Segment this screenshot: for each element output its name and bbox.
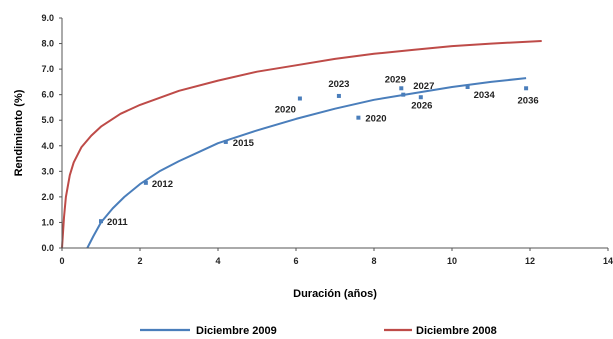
y-tick-label: 4.0 xyxy=(41,141,54,151)
data-point xyxy=(143,180,148,185)
x-tick-label: 8 xyxy=(371,256,376,266)
data-point xyxy=(418,95,423,100)
y-tick-label: 8.0 xyxy=(41,39,54,49)
x-tick-labels: 0 2 4 6 8 10 12 14 xyxy=(59,248,613,266)
y-tick-labels: 0.0 1.0 2.0 3.0 4.0 5.0 6.0 7.0 8.0 9.0 xyxy=(41,13,62,253)
x-tick-label: 2 xyxy=(137,256,142,266)
y-tick-label: 9.0 xyxy=(41,13,54,23)
data-point xyxy=(401,92,406,97)
data-point xyxy=(356,115,361,120)
legend-label-2009: Diciembre 2009 xyxy=(196,325,277,337)
y-tick-label: 3.0 xyxy=(41,166,54,176)
series-line-diciembre-2008 xyxy=(61,40,542,249)
x-tick-label: 10 xyxy=(447,256,457,266)
data-label: 2034 xyxy=(474,90,496,101)
data-point xyxy=(297,96,302,101)
x-tick-label: 14 xyxy=(603,256,613,266)
y-tick-label: 5.0 xyxy=(41,115,54,125)
data-label: 2012 xyxy=(152,179,173,190)
data-point xyxy=(336,93,341,98)
y-axis-title: Rendimiento (%) xyxy=(13,89,25,176)
data-label: 2036 xyxy=(518,95,539,106)
y-tick-label: 1.0 xyxy=(41,217,54,227)
x-axis-title: Duración (años) xyxy=(293,288,377,300)
data-label: 2020 xyxy=(365,114,386,125)
data-point xyxy=(99,219,103,224)
data-label: 2026 xyxy=(411,101,432,112)
y-tick-label: 2.0 xyxy=(41,192,54,202)
data-label: 2023 xyxy=(328,79,349,90)
data-label: 2029 xyxy=(385,74,406,85)
data-label: 2011 xyxy=(107,217,128,228)
plot-area: 2011 2012 2015 2020 2023 2020 2029 2026 2027 2034… xyxy=(61,40,542,249)
series-line-diciembre-2009 xyxy=(86,77,527,249)
legend-label-2008: Diciembre 2008 xyxy=(416,325,497,337)
data-label: 2015 xyxy=(233,138,255,149)
data-point xyxy=(465,85,470,89)
y-tick-label: 0.0 xyxy=(41,243,54,253)
legend: Diciembre 2009 Diciembre 2008 xyxy=(140,325,497,337)
data-point xyxy=(524,86,529,91)
y-tick-label: 7.0 xyxy=(41,64,54,74)
data-point xyxy=(399,86,404,91)
data-point xyxy=(223,139,228,144)
data-label: 2027 xyxy=(413,81,434,92)
x-tick-label: 12 xyxy=(525,256,535,266)
x-tick-label: 6 xyxy=(293,256,298,266)
x-tick-label: 4 xyxy=(215,256,220,266)
x-tick-label: 0 xyxy=(59,256,64,266)
data-label: 2020 xyxy=(275,105,296,116)
y-tick-label: 6.0 xyxy=(41,90,54,100)
